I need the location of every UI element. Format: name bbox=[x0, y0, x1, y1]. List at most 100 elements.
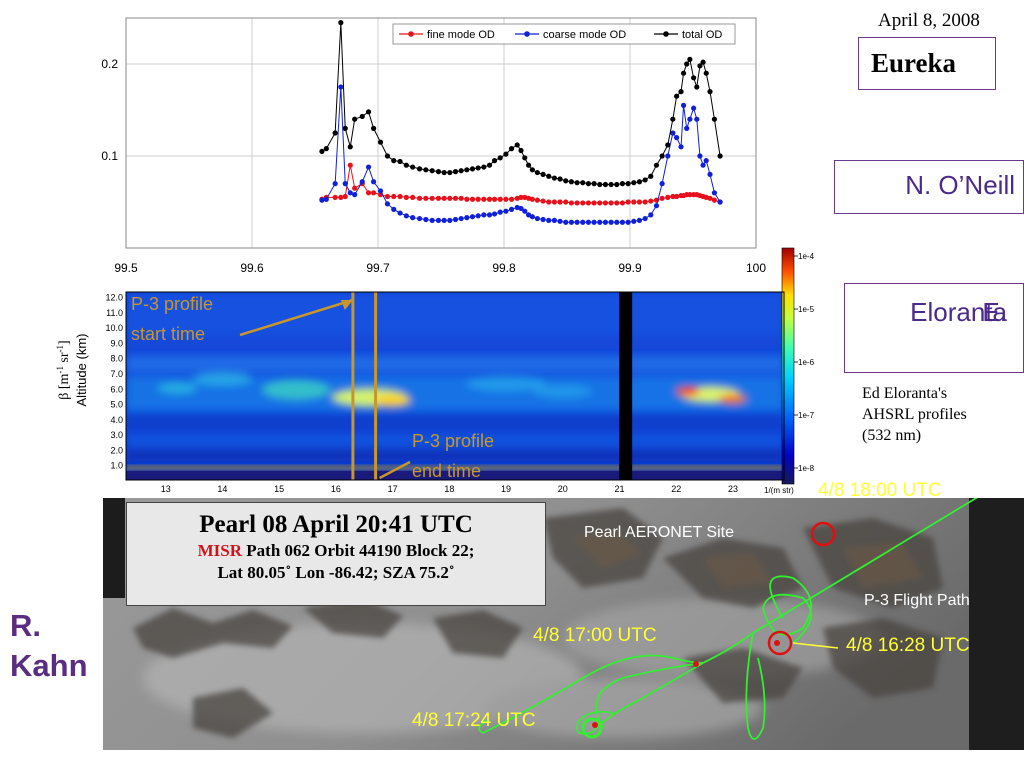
od-data-point bbox=[614, 219, 620, 225]
beta-exp1: -1 bbox=[55, 366, 65, 374]
od-data-point bbox=[678, 89, 684, 95]
od-data-point bbox=[347, 162, 353, 168]
od-data-point bbox=[359, 179, 365, 185]
od-series-line bbox=[321, 86, 721, 223]
od-data-point bbox=[410, 215, 416, 221]
od-data-point bbox=[503, 196, 509, 202]
od-data-point bbox=[486, 212, 493, 218]
od-data-point bbox=[614, 181, 620, 188]
od-data-point bbox=[475, 165, 481, 171]
od-data-point bbox=[653, 203, 660, 209]
od-data-point bbox=[625, 219, 631, 225]
od-data-point bbox=[347, 190, 353, 196]
p3-1724-dot bbox=[592, 722, 598, 728]
p3-start-label-line1: P-3 profile bbox=[131, 294, 213, 314]
od-data-point bbox=[435, 195, 442, 201]
od-data-point bbox=[423, 195, 429, 201]
od-data-point bbox=[429, 168, 435, 174]
od-data-point bbox=[458, 215, 464, 222]
colorbar-unit-label: 1/(m str) bbox=[764, 486, 794, 495]
map-info-title: Pearl 08 April 20:41 UTC bbox=[199, 511, 473, 538]
od-data-point bbox=[597, 200, 603, 206]
od-data-point bbox=[659, 153, 665, 159]
label-leader-1628 bbox=[792, 642, 839, 649]
od-data-point bbox=[491, 211, 498, 217]
od-data-point bbox=[631, 180, 637, 186]
lidar-aerosol-layer bbox=[157, 382, 198, 395]
lidar-y-tick-label: 12.0 bbox=[105, 293, 123, 303]
od-data-point bbox=[497, 155, 503, 161]
od-data-point bbox=[697, 153, 703, 159]
od-data-point bbox=[352, 192, 358, 198]
od-data-point bbox=[557, 199, 563, 205]
od-data-point bbox=[631, 199, 637, 205]
eloranta-surname: Eloranta bbox=[910, 297, 1007, 327]
od-legend-marker bbox=[408, 31, 414, 37]
od-data-point bbox=[384, 153, 391, 159]
od-data-point bbox=[391, 206, 397, 212]
od-data-point bbox=[534, 197, 540, 203]
lidar-y-tick-label: 3.0 bbox=[110, 430, 123, 440]
eloranta-note: Ed Eloranta's AHSRL profiles (532 nm) bbox=[862, 383, 1022, 446]
lidar-y-tick-label: 9.0 bbox=[110, 338, 123, 348]
od-data-point bbox=[441, 217, 447, 223]
od-data-point bbox=[347, 144, 353, 150]
od-data-point bbox=[447, 195, 453, 201]
od-data-point bbox=[648, 198, 654, 204]
date-label: April 8, 2008 bbox=[878, 10, 980, 31]
od-legend: fine mode OD coarse mode OD total OD bbox=[392, 23, 736, 45]
lidar-band bbox=[126, 449, 784, 462]
od-data-point bbox=[416, 195, 423, 201]
od-data-point bbox=[642, 199, 648, 205]
eureka-label: Eureka bbox=[871, 48, 957, 78]
od-data-point bbox=[384, 201, 391, 207]
eloranta-initial: E. bbox=[982, 297, 1007, 327]
od-data-point bbox=[707, 195, 713, 201]
od-data-point bbox=[319, 148, 325, 154]
od-data-point bbox=[435, 217, 442, 223]
od-data-point bbox=[534, 215, 540, 222]
map-info-box: Pearl 08 April 20:41 UTC MISR Path 062 O… bbox=[126, 502, 546, 606]
od-data-point bbox=[597, 219, 603, 225]
oneill-label: N. O’Neill bbox=[905, 170, 1015, 200]
od-data-point bbox=[619, 200, 626, 206]
od-x-tick-label: 99.8 bbox=[492, 261, 516, 275]
lidar-x-tick-label: 22 bbox=[671, 484, 681, 494]
od-data-point bbox=[319, 197, 325, 203]
od-data-point bbox=[377, 139, 384, 145]
p3-start-arrowhead bbox=[340, 300, 353, 310]
od-chart-grid bbox=[126, 18, 756, 248]
optical-depth-chart: 99.5 99.6 99.7 99.8 99.9 100 0.1 0.2 fine mode… bbox=[101, 17, 766, 275]
od-data-point bbox=[452, 195, 459, 201]
map-info-line1: MISR Path 062 Orbit 44190 Block 22; bbox=[127, 541, 545, 561]
od-data-point bbox=[684, 125, 690, 131]
p3-flight-path bbox=[478, 498, 978, 740]
od-data-point bbox=[674, 193, 680, 200]
od-data-point bbox=[680, 102, 687, 108]
od-data-point bbox=[508, 196, 515, 202]
time-label-1628: 4/8 16:28 UTC bbox=[846, 635, 970, 656]
od-data-point bbox=[711, 116, 718, 122]
lidar-y-tick-label: 11.0 bbox=[106, 308, 123, 318]
od-y-tick-label: 0.2 bbox=[101, 57, 118, 71]
od-data-point bbox=[602, 181, 609, 188]
od-data-point bbox=[469, 196, 476, 202]
od-data-point bbox=[608, 181, 614, 188]
od-data-point bbox=[397, 158, 403, 165]
od-data-point bbox=[642, 215, 648, 222]
od-data-point bbox=[691, 105, 697, 111]
od-data-point bbox=[410, 194, 416, 200]
od-data-point bbox=[338, 84, 344, 90]
od-data-point bbox=[332, 181, 338, 187]
od-data-point bbox=[423, 167, 429, 173]
pearl-site-marker bbox=[810, 521, 836, 547]
od-data-point bbox=[416, 166, 423, 172]
od-data-point bbox=[342, 181, 348, 187]
od-data-point bbox=[342, 193, 348, 200]
od-data-point bbox=[410, 164, 416, 170]
lidar-aerosol-layer bbox=[532, 384, 593, 399]
misr-label: MISR bbox=[197, 541, 243, 560]
p3-1724-marker bbox=[581, 717, 603, 739]
time-label-1700: 4/8 17:00 UTC bbox=[533, 625, 657, 646]
od-data-point bbox=[568, 200, 575, 206]
